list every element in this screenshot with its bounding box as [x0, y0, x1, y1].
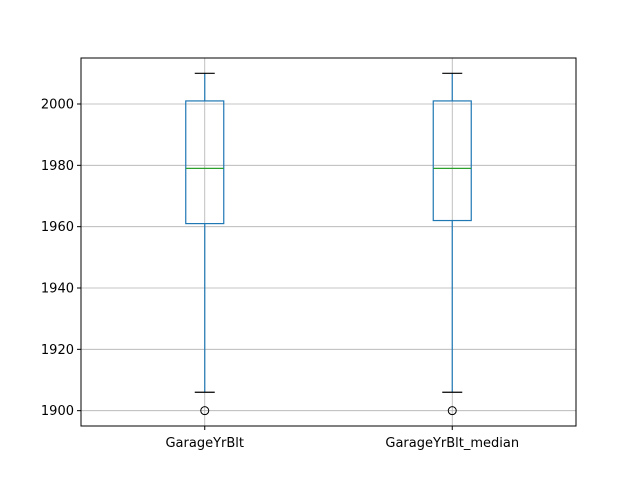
- y-tick-label: 2000: [41, 98, 74, 113]
- outlier-point: [447, 406, 457, 416]
- y-tick-label: 1920: [41, 343, 74, 358]
- grid-lines: [81, 58, 576, 426]
- box-series: [185, 72, 472, 416]
- box-1: [432, 72, 472, 416]
- y-tick-label: 1960: [41, 220, 74, 235]
- y-tick-label: 1900: [41, 404, 74, 419]
- outlier-point: [200, 406, 210, 416]
- x-axis: GarageYrBlt GarageYrBlt_median: [165, 426, 519, 451]
- x-tick-label: GarageYrBlt_median: [385, 436, 519, 451]
- y-axis: 1900 1920 1940 1960 1980 2000: [41, 98, 81, 419]
- iqr-box: [432, 100, 472, 222]
- box-0: [185, 72, 225, 416]
- plot-area-frame: [80, 57, 577, 427]
- y-tick-label: 1940: [41, 282, 74, 297]
- iqr-box: [185, 100, 225, 225]
- x-tick-label: GarageYrBlt: [165, 436, 244, 451]
- y-tick-label: 1980: [41, 159, 74, 174]
